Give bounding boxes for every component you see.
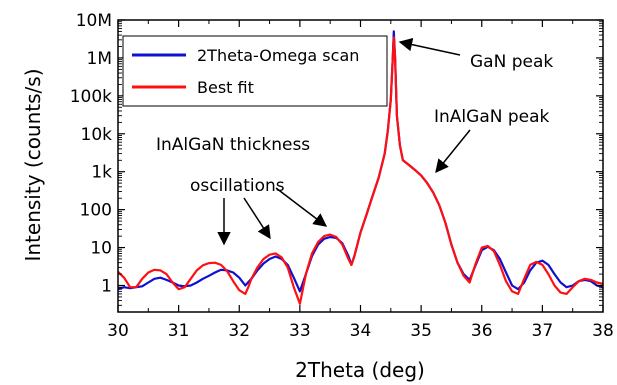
y-tick-label: 1: [101, 276, 112, 296]
x-tick-label: 38: [592, 321, 614, 341]
legend-label-scan: 2Theta-Omega scan: [197, 46, 359, 65]
legend-label-fit: Best fit: [197, 78, 254, 97]
y-tick-label: 100: [80, 201, 112, 221]
y-tick-label: 10: [90, 239, 112, 259]
y-axis-title: Intensity (counts/s): [21, 68, 45, 261]
y-tick-label: 1M: [87, 49, 112, 69]
x-tick-label: 32: [228, 321, 250, 341]
arrow-gan-peak: [398, 37, 461, 56]
annotation-gan-peak: GaN peak: [470, 52, 553, 72]
arrow-oscillation-3: [275, 187, 328, 227]
arrow-inalgan-peak: [435, 129, 471, 174]
x-tick-label: 34: [350, 321, 372, 341]
x-tick-label: 35: [410, 321, 432, 341]
x-axis: 30 31 32 33 34 35 36 37 38: [107, 20, 614, 341]
x-tick-label: 30: [107, 321, 129, 341]
x-tick-label: 37: [532, 321, 554, 341]
annotation-oscillations: oscillations: [190, 176, 285, 196]
annotation-thickness: InAlGaN thickness: [156, 135, 310, 155]
arrow-oscillation-2: [243, 197, 271, 240]
legend: 2Theta-Omega scan Best fit: [122, 35, 388, 107]
annotation-inalgan-peak: InAlGaN peak: [434, 107, 550, 127]
x-tick-label: 36: [471, 321, 493, 341]
series-line-fit: [118, 36, 603, 305]
y-tick-label: 10k: [81, 125, 113, 145]
y-tick-label: 10M: [76, 11, 112, 31]
x-tick-label: 31: [168, 321, 190, 341]
y-tick-label: 100k: [70, 87, 112, 107]
y-axis: 1 10 100 1k 10k 100k 1M 10M: [70, 11, 603, 306]
x-tick-label: 33: [289, 321, 311, 341]
legend-box: [122, 35, 388, 107]
x-axis-title: 2Theta (deg): [295, 358, 425, 382]
y-tick-label: 1k: [91, 163, 112, 183]
annotations: GaN peak InAlGaN peak InAlGaN thickness …: [156, 37, 553, 246]
series-layer: [118, 30, 603, 305]
